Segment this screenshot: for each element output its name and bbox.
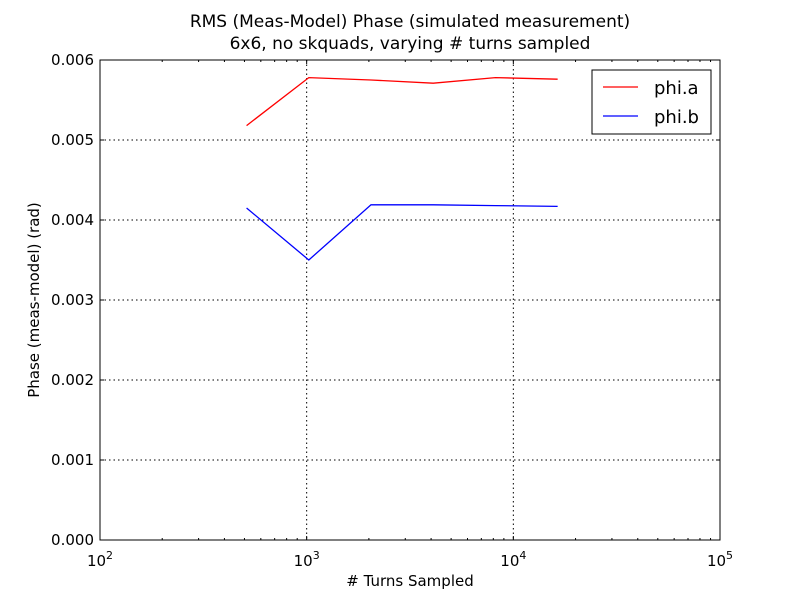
series-line-phi-a <box>246 76 558 127</box>
x-tick-label: 104 <box>500 549 526 570</box>
legend-label: phi.b <box>654 107 699 128</box>
series-line-phi-b <box>246 204 558 261</box>
y-axis-label: Phase (meas-model) (rad) <box>25 202 43 398</box>
y-tick-label: 0.004 <box>51 211 94 229</box>
y-tick-label: 0.005 <box>51 131 94 149</box>
legend-box <box>591 69 712 135</box>
x-tick-label: 105 <box>707 549 733 570</box>
x-tick-label: 103 <box>294 549 320 570</box>
plot-frame <box>99 59 721 541</box>
y-tick-label: 0.006 <box>51 51 94 69</box>
chart-subtitle: 6x6, no skquads, varying # turns sampled <box>230 34 591 54</box>
y-tick-label: 0.003 <box>51 291 94 309</box>
legend-label: phi.a <box>654 78 699 99</box>
y-tick-label: 0.000 <box>51 531 94 549</box>
y-tick-label: 0.001 <box>51 451 94 469</box>
chart-title: RMS (Meas-Model) Phase (simulated measur… <box>190 12 630 32</box>
x-tick-label: 102 <box>87 549 113 570</box>
x-axis-label: # Turns Sampled <box>346 572 474 590</box>
y-tick-label: 0.002 <box>51 371 94 389</box>
